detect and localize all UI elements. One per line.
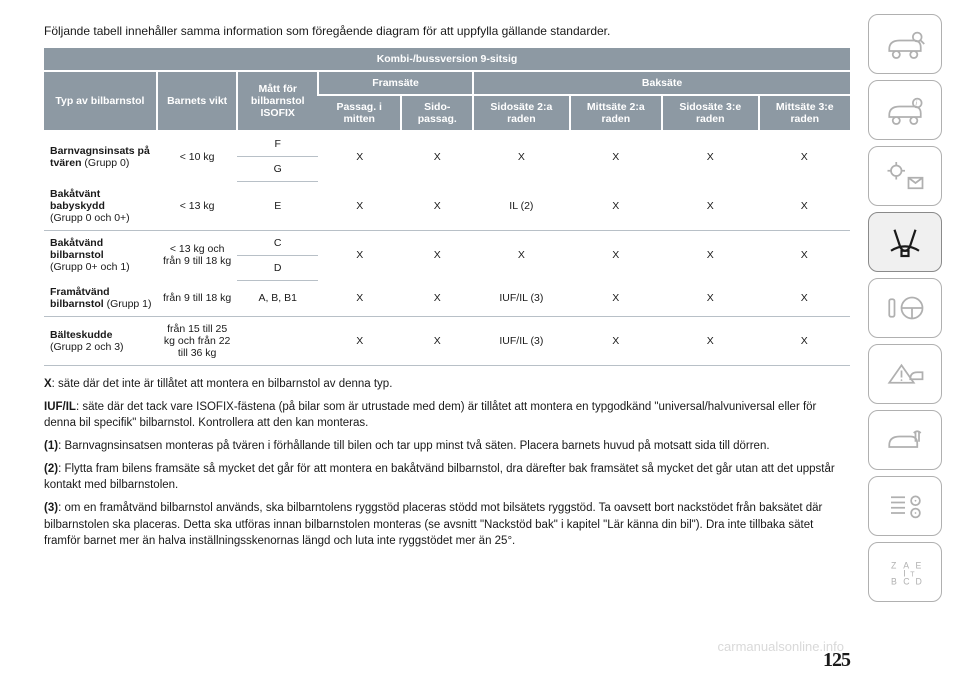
th-rear2-side: Sidosäte 2:a raden: [473, 95, 570, 131]
cell-value: X: [401, 280, 473, 317]
cell-value: X: [662, 182, 759, 231]
th-weight: Barnets vikt: [157, 71, 238, 131]
th-front-center: Passag. i mitten: [318, 95, 401, 131]
cell-value: X: [662, 280, 759, 317]
cell-weight: < 13 kg och från 9 till 18 kg: [157, 230, 238, 280]
cell-weight: < 13 kg: [157, 182, 238, 231]
cell-value: X: [401, 230, 473, 280]
cell-value: X: [570, 182, 662, 231]
note-3-bold: (3): [44, 502, 58, 514]
note-x: : säte där det inte är tillåtet att mont…: [52, 378, 393, 390]
cell-type: Bakåtvänd bilbarnstol(Grupp 0+ och 1): [44, 230, 157, 280]
cell-value: X: [401, 131, 473, 182]
note-1-bold: (1): [44, 440, 58, 452]
table-title: Kombi-/bussversion 9-sitsig: [44, 48, 850, 71]
cell-value: X: [570, 230, 662, 280]
cell-value: IL (2): [473, 182, 570, 231]
cell-isofix: F: [237, 131, 318, 157]
svg-text:E: E: [916, 561, 922, 571]
th-isofix: Mått för bilbarnstol ISOFIX: [237, 71, 318, 131]
note-2-bold: (2): [44, 463, 58, 475]
table-row: Framåtvänd bilbarnstol (Grupp 1)från 9 t…: [44, 280, 850, 317]
th-type: Typ av bilbarnstol: [44, 71, 157, 131]
cell-isofix: [237, 317, 318, 366]
note-iuf: : säte där det tack vare ISOFIX-fästena …: [44, 401, 816, 430]
svg-text:B: B: [891, 576, 897, 586]
cell-value: X: [570, 131, 662, 182]
cell-type: Framåtvänd bilbarnstol (Grupp 1): [44, 280, 157, 317]
svg-text:D: D: [916, 576, 922, 586]
cell-type: Bälteskudde(Grupp 2 och 3): [44, 317, 157, 366]
svg-text:Z: Z: [891, 561, 897, 571]
th-front: Framsäte: [318, 71, 473, 95]
tab-9[interactable]: ZEBDCAIT: [868, 542, 942, 602]
notes-block: X: säte där det inte är tillåtet att mon…: [44, 376, 850, 550]
svg-text:T: T: [910, 571, 915, 578]
cell-weight: från 15 till 25 kg och från 22 till 36 k…: [157, 317, 238, 366]
tab-4-active[interactable]: [868, 212, 942, 272]
cell-value: IUF/IL (3): [473, 317, 570, 366]
table-row: Bälteskudde(Grupp 2 och 3)från 15 till 2…: [44, 317, 850, 366]
cell-value: X: [318, 131, 401, 182]
cell-value: X: [318, 182, 401, 231]
tab-5[interactable]: [868, 278, 942, 338]
cell-value: X: [401, 182, 473, 231]
cell-value: X: [473, 230, 570, 280]
svg-text:I: I: [903, 568, 905, 578]
cell-value: X: [570, 317, 662, 366]
note-2: : Flytta fram bilens framsäte så mycket …: [44, 463, 835, 492]
cell-isofix: D: [237, 255, 318, 280]
cell-value: X: [662, 317, 759, 366]
tab-8[interactable]: [868, 476, 942, 536]
cell-value: X: [759, 317, 850, 366]
cell-value: X: [662, 230, 759, 280]
page-number: 125: [823, 649, 850, 672]
cell-value: X: [662, 131, 759, 182]
cell-value: X: [473, 131, 570, 182]
tab-1[interactable]: [868, 14, 942, 74]
cell-value: X: [570, 280, 662, 317]
cell-weight: < 10 kg: [157, 131, 238, 182]
cell-value: IUF/IL (3): [473, 280, 570, 317]
cell-value: X: [759, 230, 850, 280]
note-x-bold: X: [44, 378, 52, 390]
cell-value: X: [759, 131, 850, 182]
tab-3[interactable]: [868, 146, 942, 206]
cell-weight: från 9 till 18 kg: [157, 280, 238, 317]
cell-value: X: [318, 317, 401, 366]
cell-value: X: [759, 182, 850, 231]
cell-isofix: A, B, B1: [237, 280, 318, 317]
cell-value: X: [318, 280, 401, 317]
table-row: Bakåtvänd bilbarnstol(Grupp 0+ och 1)< 1…: [44, 230, 850, 255]
tab-2[interactable]: i: [868, 80, 942, 140]
cell-type: Barnvagnsinsats på tvären (Grupp 0): [44, 131, 157, 182]
note-3: : om en framåtvänd bilbarnstol används, …: [44, 502, 822, 547]
intro-text: Följande tabell innehåller samma informa…: [44, 24, 850, 38]
th-front-side: Sido-passag.: [401, 95, 473, 131]
note-iuf-bold: IUF/IL: [44, 401, 76, 413]
cell-isofix: G: [237, 157, 318, 182]
cell-value: X: [759, 280, 850, 317]
th-rear2-mid: Mittsäte 2:a raden: [570, 95, 662, 131]
tab-7[interactable]: [868, 410, 942, 470]
cell-value: X: [318, 230, 401, 280]
cell-type: Bakåtvänt babyskydd(Grupp 0 och 0+): [44, 182, 157, 231]
th-rear3-side: Sidosäte 3:e raden: [662, 95, 759, 131]
cell-isofix: E: [237, 182, 318, 231]
note-1: : Barnvagnsinsatsen monteras på tvären i…: [58, 440, 769, 452]
tab-6[interactable]: [868, 344, 942, 404]
isofix-table: Kombi-/bussversion 9-sitsig Typ av bilba…: [44, 48, 850, 366]
table-row: Bakåtvänt babyskydd(Grupp 0 och 0+)< 13 …: [44, 182, 850, 231]
side-tabs: i ZEBDCAIT: [868, 14, 942, 602]
th-rear3-mid: Mittsäte 3:e raden: [759, 95, 850, 131]
th-rear: Baksäte: [473, 71, 850, 95]
cell-value: X: [401, 317, 473, 366]
table-row: Barnvagnsinsats på tvären (Grupp 0)< 10 …: [44, 131, 850, 157]
cell-isofix: C: [237, 230, 318, 255]
